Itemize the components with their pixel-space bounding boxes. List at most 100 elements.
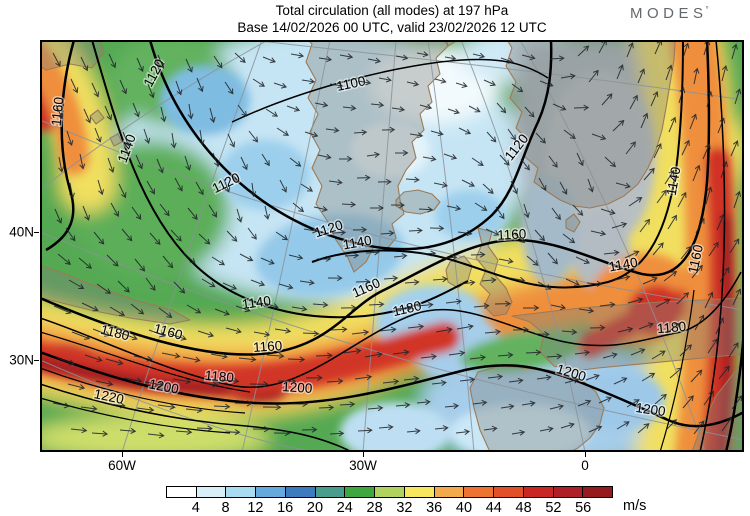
wind-arrow <box>326 378 344 385</box>
wind-arrow <box>378 76 392 83</box>
wind-arrow <box>629 94 638 110</box>
wind-arrow <box>434 77 447 84</box>
wind-arrow <box>273 430 291 437</box>
wind-arrow <box>365 249 380 256</box>
wind-arrow <box>67 383 86 390</box>
wind-arrow <box>719 266 730 283</box>
wind-arrow <box>95 380 114 387</box>
wind-arrow <box>561 328 578 335</box>
wind-arrow <box>549 55 565 62</box>
wind-arrow <box>301 78 316 85</box>
wind-arrow <box>279 179 287 193</box>
wind-arrow <box>146 180 155 195</box>
wind-arrow <box>523 203 530 219</box>
wind-arrow <box>549 403 564 410</box>
wind-arrow <box>299 279 315 286</box>
wind-arrow <box>250 279 266 287</box>
wind-arrow <box>370 101 385 108</box>
wind-arrow <box>213 403 231 410</box>
wind-arrow <box>175 80 183 96</box>
wind-arrow <box>338 155 353 162</box>
wind-arrow <box>239 253 254 262</box>
wind-arrow <box>110 202 119 217</box>
wind-arrow <box>546 353 563 360</box>
wind-arrow <box>221 377 240 385</box>
wind-arrow <box>318 404 335 411</box>
colorbar-tick-label: 28 <box>366 500 383 516</box>
wind-arrow <box>563 129 576 140</box>
colorbar-cell <box>404 487 435 497</box>
wind-arrow <box>486 131 497 143</box>
wind-arrow <box>214 308 230 316</box>
wind-arrow <box>252 78 266 87</box>
wind-arrow <box>534 229 546 242</box>
wind-arrow <box>624 250 640 259</box>
wind-arrow <box>676 292 690 305</box>
wind-arrow <box>637 423 650 434</box>
wind-arrow <box>278 283 294 290</box>
wind-arrow <box>650 90 659 107</box>
wind-arrow <box>626 42 634 58</box>
colorbar-cell <box>167 487 197 497</box>
wind-arrow <box>717 117 726 134</box>
wind-arrow <box>730 140 739 157</box>
wind-arrow <box>611 222 628 229</box>
wind-arrow <box>731 43 738 60</box>
wind-arrow <box>104 105 113 121</box>
wind-arrow <box>304 131 319 138</box>
wind-arrow <box>121 228 133 242</box>
wind-arrow <box>601 93 613 106</box>
modes-logo: MODES° <box>630 5 709 22</box>
wind-arrow <box>357 427 373 434</box>
wind-arrow <box>262 56 276 64</box>
wind-arrow <box>548 155 558 168</box>
wind-arrow <box>247 227 257 240</box>
x-tick-mark <box>584 452 586 457</box>
wind-arrow <box>182 356 201 363</box>
wind-arrow <box>226 230 238 242</box>
wind-arrow <box>433 181 448 188</box>
wind-arrow <box>117 280 130 293</box>
wind-arrow <box>586 280 603 287</box>
wind-arrow <box>329 82 344 89</box>
wind-arrow <box>616 421 630 430</box>
wind-arrow <box>224 429 241 436</box>
wind-arrow <box>82 205 90 221</box>
wind-arrow <box>447 108 460 115</box>
modes-logo-text: MODES <box>630 5 708 22</box>
wind-arrow <box>533 331 550 338</box>
wind-arrow <box>184 155 192 171</box>
wind-arrow <box>172 378 192 385</box>
wind-arrow <box>485 228 500 236</box>
wind-arrow <box>106 254 119 267</box>
wind-arrow <box>429 225 445 232</box>
wind-arrow <box>395 54 409 61</box>
wind-arrow <box>418 206 434 213</box>
wind-arrow <box>448 350 466 357</box>
wind-arrow <box>664 169 675 185</box>
wind-arrow <box>292 202 305 213</box>
wind-arrow <box>315 352 333 359</box>
wind-arrow <box>562 233 576 244</box>
wind-arrow <box>302 330 320 337</box>
wind-arrow <box>729 238 740 254</box>
wind-arrow <box>136 406 155 413</box>
contour-label: 1200 <box>148 376 180 396</box>
wind-arrow <box>316 255 332 262</box>
wind-arrow <box>249 381 270 388</box>
wind-arrow <box>344 252 360 259</box>
contour-label: 1200 <box>282 379 313 396</box>
wind-arrow <box>524 106 535 118</box>
wind-arrow <box>266 352 285 359</box>
wind-arrow <box>695 217 705 234</box>
wind-arrow <box>159 203 170 217</box>
wind-arrow <box>691 264 703 279</box>
wind-arrow <box>573 104 590 111</box>
wind-arrow <box>227 133 235 148</box>
wind-arrow <box>312 301 329 308</box>
wind-arrow <box>511 429 526 436</box>
wind-arrow <box>234 52 246 63</box>
wind-arrow <box>395 402 411 409</box>
wind-arrow <box>97 179 104 196</box>
wind-arrow <box>565 278 580 286</box>
